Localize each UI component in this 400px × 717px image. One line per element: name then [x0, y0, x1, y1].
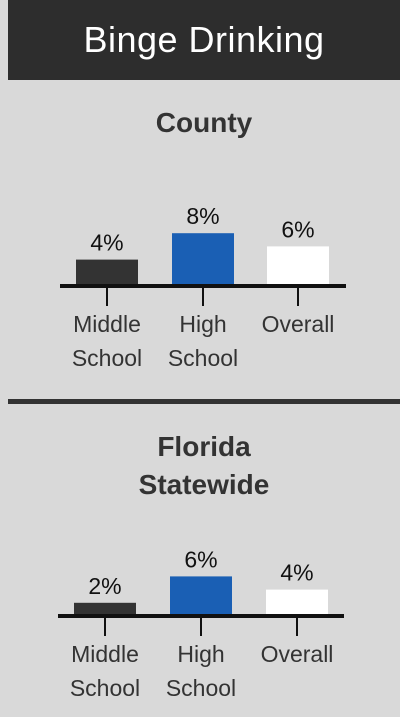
page-title: Binge Drinking [8, 0, 400, 80]
tick-label-high-1: High [177, 641, 224, 667]
data-label-overall: 6% [281, 216, 314, 242]
county-chart-title-text: County [155, 107, 253, 138]
county-chart-title: County [8, 104, 400, 142]
statewide-chart-title: Florida Statewide [8, 428, 400, 504]
section-divider [8, 399, 400, 404]
data-label-middle: 2% [88, 573, 121, 599]
data-label-high: 8% [186, 203, 219, 229]
tick-label-middle-1: Middle [73, 311, 141, 337]
statewide-chart-title-line-1: Florida [157, 431, 251, 462]
page-title-text: Binge Drinking [83, 19, 325, 60]
bar-middle [74, 602, 136, 616]
tick-label-high-2: School [168, 345, 238, 371]
tick-label-middle-1: Middle [71, 641, 139, 667]
tick-label-high-1: High [179, 311, 226, 337]
data-label-overall: 4% [280, 560, 313, 586]
tick-label-overall-1: Overall [262, 311, 335, 337]
bar-high [172, 233, 234, 286]
data-label-middle: 4% [90, 230, 123, 256]
tick-label-overall-1: Overall [261, 641, 334, 667]
county-chart: 4% Middle School 8% High School 6% Overall [60, 203, 346, 371]
tick-label-middle-2: School [72, 345, 142, 371]
tick-label-middle-2: School [70, 675, 140, 701]
data-label-high: 6% [184, 546, 217, 572]
bar-overall [267, 246, 329, 286]
bar-high [170, 576, 232, 616]
statewide-chart-title-line-2: Statewide [138, 469, 270, 500]
tick-label-high-2: School [166, 675, 236, 701]
statewide-chart: 2% Middle School 6% High School 4% Overall [58, 546, 344, 701]
bar-middle [76, 259, 138, 286]
bar-overall [266, 589, 328, 616]
